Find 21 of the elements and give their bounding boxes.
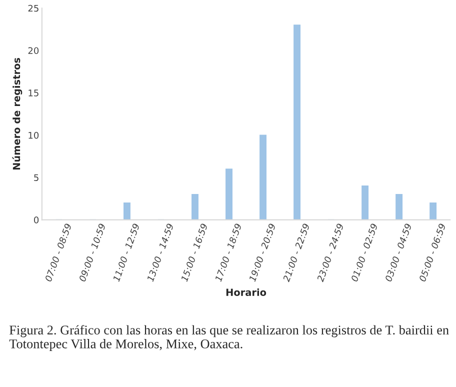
- x-tick-label: 23:00 - 24:59: [316, 223, 344, 282]
- y-tick-label: 15: [28, 90, 38, 96]
- x-tick-label: 15:00 - 16:59: [180, 223, 208, 282]
- x-tick-label: 11:00 - 12:59: [112, 223, 140, 282]
- y-tick-label: 10: [28, 132, 39, 139]
- y-axis-title: Número de registros: [12, 58, 22, 170]
- x-tick-label: 05:00 - 06:59: [418, 223, 446, 282]
- x-tick-label: 17:00 - 18:59: [214, 223, 242, 282]
- text: Figura 2. Gráfico con las horas en las que se realizaron los registros de T. bairdii en Totontepec Villa de Morelos, Mixe, Oaxaca.: [9, 325, 449, 352]
- x-tick-label: 07:00 - 08:59: [44, 223, 72, 282]
- x-tick-label: 03:00 - 04:59: [384, 223, 412, 282]
- x-tick-label: 19:00 - 20:59: [248, 223, 276, 282]
- y-tick-label: 25: [28, 4, 38, 12]
- x-tick-label: 21:00 - 22:59: [282, 223, 310, 282]
- y-tick-label: 0: [34, 216, 39, 224]
- y-tick-label: 5: [34, 174, 38, 182]
- y-tick-label: 20: [28, 47, 39, 54]
- x-tick-label: 09:00 - 10:59: [78, 223, 106, 282]
- x-tick-label: 01:00 - 02:59: [350, 223, 378, 282]
- x-tick-label: 13:00 - 14:59: [146, 223, 174, 282]
- x-axis-title: Horario: [226, 288, 266, 296]
